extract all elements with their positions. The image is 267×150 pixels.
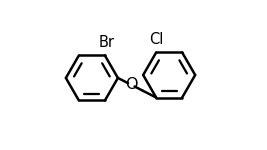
Text: Cl: Cl	[149, 32, 163, 46]
Text: O: O	[125, 77, 138, 92]
Text: Br: Br	[98, 34, 114, 50]
